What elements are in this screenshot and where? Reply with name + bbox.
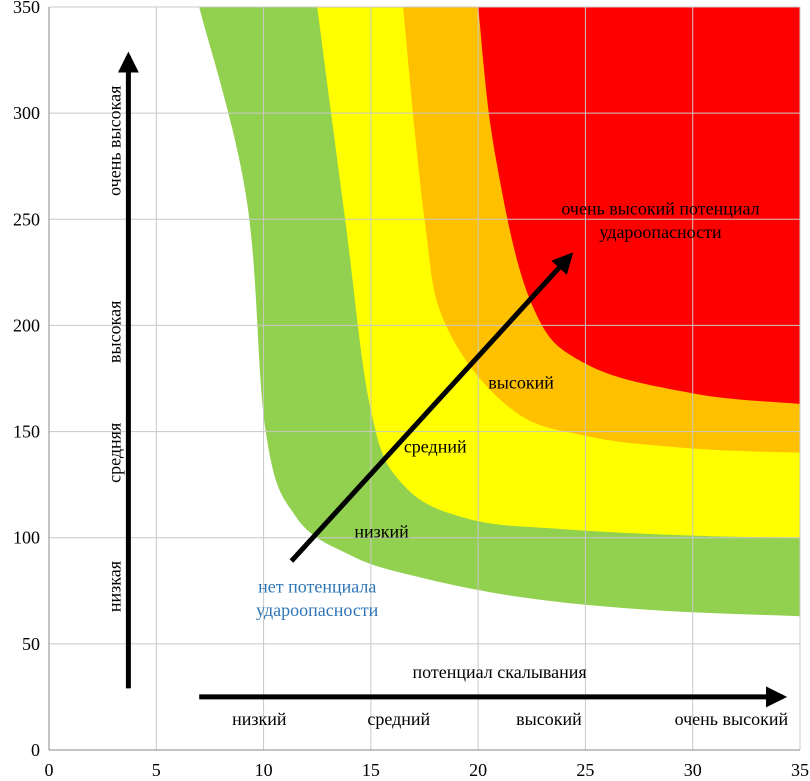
arrows — [117, 51, 788, 708]
risk-zone-4 — [478, 7, 800, 404]
x-tick-label: 30 — [684, 760, 702, 780]
zone-label: удароопасности — [256, 600, 379, 620]
y-tick-label: 200 — [13, 315, 40, 335]
zone-label: средний — [404, 436, 467, 456]
y-tick-label: 50 — [22, 634, 40, 654]
y-tick-label: 350 — [13, 0, 40, 17]
y-arrow-label: высокая — [104, 301, 124, 363]
x-tick-label: 20 — [469, 760, 487, 780]
zone-label: удароопасности — [599, 222, 722, 242]
y-tick-label: 250 — [13, 209, 40, 229]
y-tick-label: 0 — [31, 740, 40, 760]
zone-label: низкий — [354, 521, 409, 541]
x-tick-label: 10 — [255, 760, 273, 780]
zone-label: нет потенциала — [258, 577, 376, 597]
x-tick-label: 15 — [362, 760, 380, 780]
y-tick-label: 150 — [13, 422, 40, 442]
x-tick-label: 25 — [576, 760, 594, 780]
x-arrow-label: низкий — [232, 709, 287, 729]
annotations: очень высокий потенциал удароопасности выс… — [104, 86, 788, 729]
zone-label: очень высокий потенциал — [561, 199, 759, 219]
zone-label: высокий — [488, 373, 554, 393]
x-tick-label: 5 — [152, 760, 161, 780]
x-tick-label: 0 — [45, 760, 54, 780]
x-arrow-label: очень высокий — [675, 709, 789, 729]
y-arrow-label: очень высокая — [104, 86, 124, 196]
diagonal-arrow — [289, 252, 574, 563]
y-tick-label: 100 — [13, 528, 40, 548]
x-tick-label: 35 — [791, 760, 809, 780]
y-arrow-label: средняя — [104, 423, 124, 483]
gridlines — [48, 6, 801, 751]
axes — [48, 7, 800, 751]
y-arrow-label: низкая — [104, 561, 124, 612]
x-arrow-label: средний — [367, 709, 430, 729]
y-tick-label: 300 — [13, 103, 40, 123]
x-arrow-label: высокий — [516, 709, 582, 729]
x-arrow-title: потенциал скалывания — [412, 662, 586, 682]
risk-zones — [199, 7, 800, 617]
